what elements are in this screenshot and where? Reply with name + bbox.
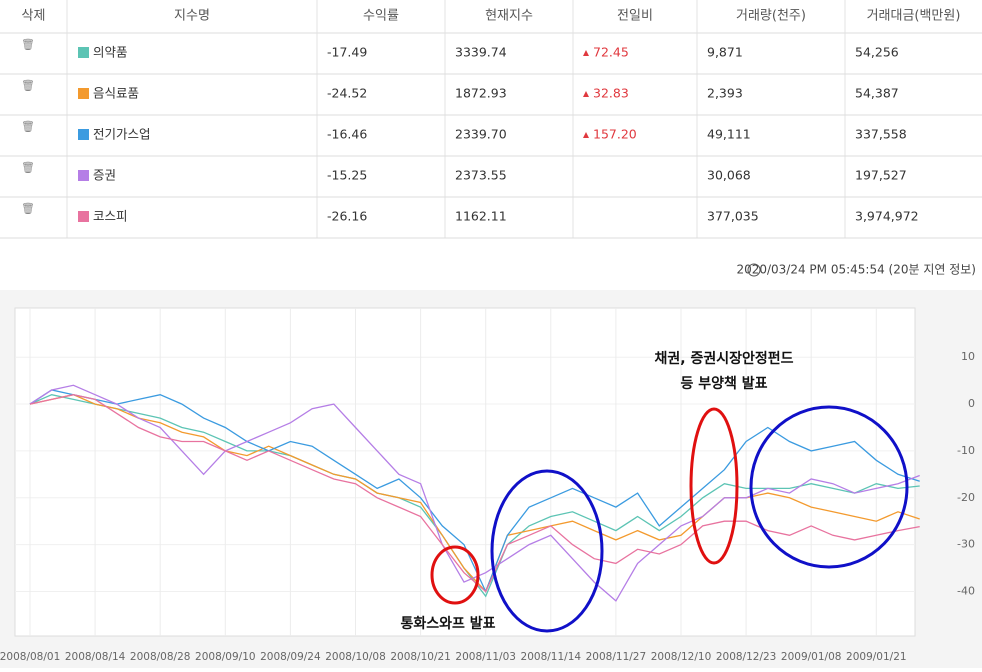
cell: 3339.74 (455, 45, 507, 60)
cell: 30,068 (707, 168, 751, 183)
highlight (430, 545, 480, 605)
color-swatch (78, 129, 89, 140)
table-header-bg (0, 0, 982, 33)
annotation: 등 부양책 발표 (680, 375, 767, 392)
x-tick-label: 2008/08/01 (0, 651, 60, 663)
column-header: 거래량(천주) (736, 9, 806, 24)
cell: 49,111 (707, 127, 751, 142)
cell: 코스피 (93, 209, 128, 224)
x-tick-label: 2008/10/08 (325, 651, 386, 663)
up-arrow (583, 91, 589, 97)
cell: 2339.70 (455, 127, 507, 142)
cell: 증권 (93, 168, 116, 183)
highlight (749, 405, 909, 569)
cell: 197,527 (855, 168, 907, 183)
x-tick-label: 2008/11/14 (521, 651, 582, 663)
cell: 32.83 (593, 86, 629, 101)
column-header: 거래대금(백만원) (867, 9, 961, 24)
clock-icon (747, 263, 761, 277)
x-tick-label: 2009/01/21 (846, 651, 907, 663)
column-header: 지수명 (174, 9, 210, 24)
x-tick-label: 2008/12/23 (716, 651, 777, 663)
cell: 337,558 (855, 127, 907, 142)
cell: 전기가스업 (93, 127, 151, 142)
series-line (29, 394, 920, 593)
cell: 1162.11 (455, 209, 507, 224)
color-swatch (78, 47, 89, 58)
up-arrow (583, 132, 589, 138)
x-tick-label: 2008/11/27 (586, 651, 647, 663)
x-tick-label: 2008/08/14 (65, 651, 126, 663)
series-line (29, 394, 920, 593)
y-tick-label: -30 (957, 538, 975, 551)
cell: 9,871 (707, 45, 743, 60)
cell: 1872.93 (455, 86, 507, 101)
y-tick-label: 10 (961, 350, 975, 363)
cell: 54,387 (855, 86, 899, 101)
x-tick-label: 2008/11/03 (455, 651, 516, 663)
delete-icon[interactable]: 🗑 (21, 161, 35, 174)
cell: 2,393 (707, 86, 743, 101)
column-header: 전일비 (617, 9, 653, 24)
column-header: 현재지수 (485, 9, 533, 24)
column-header: 수익률 (363, 9, 399, 24)
annotation: 채권, 증권시장안정펀드 (655, 350, 794, 367)
x-tick-label: 2008/10/21 (390, 651, 451, 663)
y-tick-label: -20 (957, 491, 975, 504)
x-tick-label: 2008/12/10 (651, 651, 712, 663)
y-tick-label: 0 (968, 397, 975, 410)
cell: 72.45 (593, 45, 629, 60)
cell: -24.52 (327, 86, 367, 101)
delete-icon[interactable]: 🗑 (21, 120, 35, 133)
highlight (490, 469, 604, 633)
y-tick-label: -10 (957, 444, 975, 457)
series-line (29, 389, 920, 594)
cell: -26.16 (327, 209, 367, 224)
cell: -15.25 (327, 168, 367, 183)
highlight (689, 407, 739, 565)
x-tick-label: 2009/01/08 (781, 651, 842, 663)
color-swatch (78, 88, 89, 99)
cell: 2373.55 (455, 168, 507, 183)
y-tick-label: -40 (957, 584, 975, 597)
x-tick-label: 2008/09/24 (260, 651, 321, 663)
color-swatch (78, 211, 89, 222)
color-swatch (78, 170, 89, 181)
x-tick-label: 2008/09/10 (195, 651, 256, 663)
cell: -17.49 (327, 45, 367, 60)
cell: 54,256 (855, 45, 899, 60)
cell: 의약품 (93, 45, 128, 60)
cell: 157.20 (593, 127, 637, 142)
series-line (29, 384, 920, 602)
cell: -16.46 (327, 127, 367, 142)
cell: 377,035 (707, 209, 759, 224)
up-arrow (583, 50, 589, 56)
timestamp: 2020/03/24 PM 05:45:54 (20분 지연 정보) (736, 263, 976, 277)
annotation: 통화스와프 발표 (400, 615, 495, 632)
delete-icon[interactable]: 🗑 (21, 38, 35, 51)
delete-icon[interactable]: 🗑 (21, 202, 35, 215)
delete-icon[interactable]: 🗑 (21, 79, 35, 92)
x-tick-label: 2008/08/28 (130, 651, 191, 663)
cell: 음식료품 (93, 86, 139, 101)
column-header: 삭제 (22, 9, 46, 24)
cell: 3,974,972 (855, 209, 919, 224)
